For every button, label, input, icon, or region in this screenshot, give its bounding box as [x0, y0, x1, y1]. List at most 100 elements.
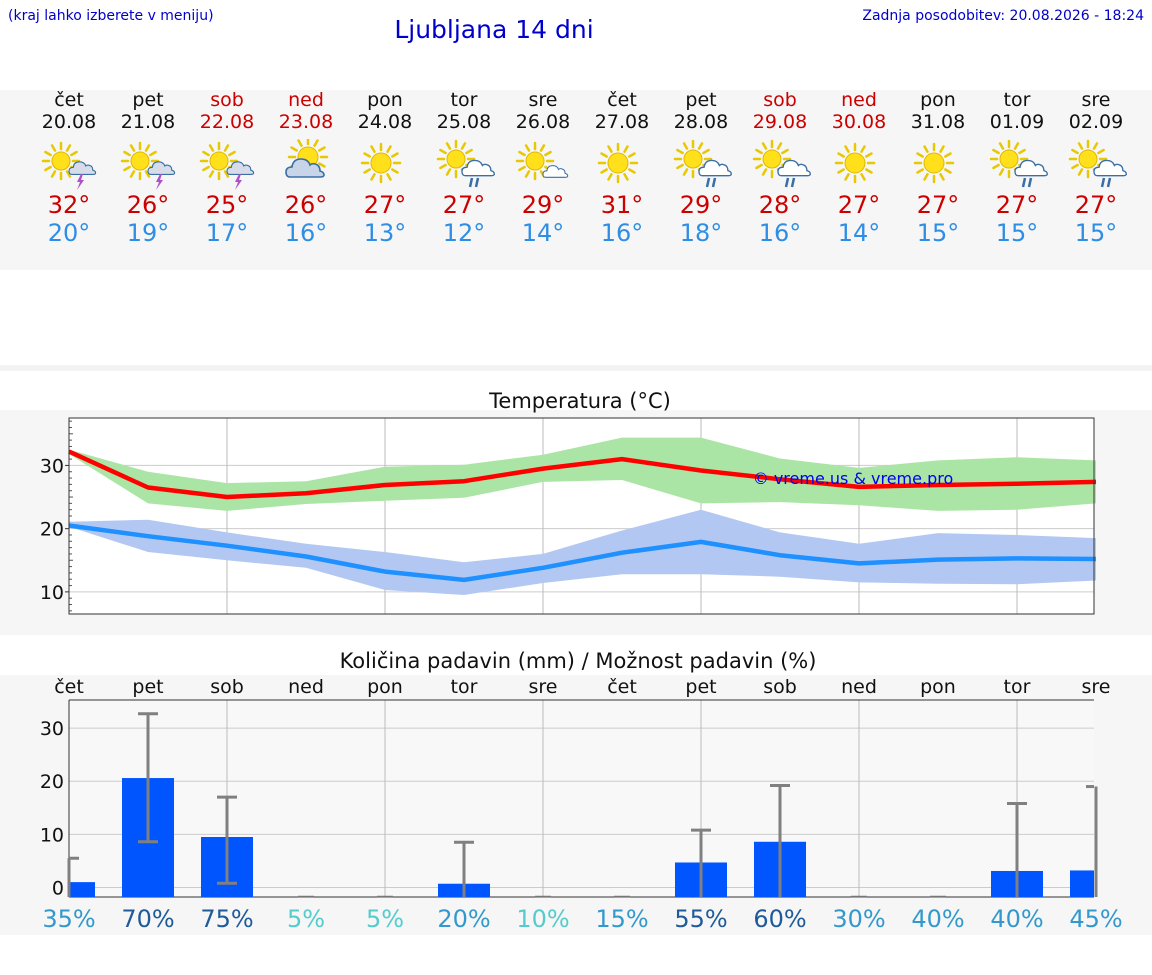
temp-max: 28°	[758, 191, 802, 219]
precip-probability-label: 35%	[42, 905, 95, 933]
temp-min: 20°	[47, 219, 91, 247]
temp-min: 15°	[1074, 219, 1118, 247]
day-name: sre	[1081, 89, 1111, 111]
day-name: tor	[1003, 89, 1031, 111]
precip-xtick-label: tor	[451, 676, 478, 698]
day-name: pon	[920, 89, 956, 111]
precip-xtick-label: pon	[920, 676, 956, 698]
day-column: čet 20.08 32° 20°	[29, 90, 109, 247]
sun-cloud-rain-icon	[673, 139, 732, 188]
temp-ytick-label: 10	[40, 582, 64, 604]
day-date: 28.08	[673, 111, 729, 133]
precip-probability-label: 30%	[832, 905, 885, 933]
precip-xtick-label: čet	[54, 676, 84, 698]
precip-probability-label: 40%	[990, 905, 1043, 933]
temp-min: 15°	[916, 219, 960, 247]
temp-max: 29°	[679, 191, 723, 219]
day-column: ned 30.08 27° 14°	[819, 89, 899, 248]
day-date: 21.08	[120, 111, 176, 133]
precip-xtick-label: pet	[132, 676, 163, 698]
day-column: sob 29.08 28° 16°	[740, 90, 820, 247]
precip-probability-label: 75%	[200, 905, 253, 933]
temp-max: 31°	[600, 191, 644, 219]
temp-max: 27°	[442, 191, 486, 219]
precip-ytick-label: 10	[40, 824, 64, 846]
day-date: 20.08	[41, 111, 97, 133]
temp-max: 27°	[916, 191, 960, 219]
day-date: 23.08	[278, 111, 334, 133]
precip-xtick-label: čet	[607, 676, 637, 698]
temp-min: 12°	[442, 219, 486, 247]
day-date: 22.08	[199, 111, 255, 133]
precip-bar	[69, 882, 95, 897]
precip-probability-label: 5%	[287, 905, 325, 933]
chart-watermark: © vreme.us & vreme.pro	[753, 469, 954, 488]
precipitation-chart-title: Količina padavin (mm) / Možnost padavin …	[340, 649, 817, 673]
precip-probability-label: 55%	[674, 905, 727, 933]
temp-max-line	[68, 449, 1097, 500]
temp-min: 19°	[126, 219, 170, 247]
precip-probability-label: 20%	[437, 905, 490, 933]
day-date: 02.09	[1068, 111, 1124, 133]
temp-max: 27°	[837, 191, 881, 219]
day-date: 30.08	[831, 111, 887, 133]
last-update: Zadnja posodobitev: 20.08.2026 - 18:24	[862, 8, 1144, 24]
precip-probability-label: 10%	[516, 905, 569, 933]
sun-cloud-rain-icon	[752, 139, 811, 188]
day-name: pon	[367, 89, 403, 111]
day-name: sre	[528, 89, 558, 111]
sun-cloud-lightning-icon	[120, 141, 176, 190]
day-column: sre 02.09 27° 15°	[1056, 90, 1136, 247]
day-date: 29.08	[752, 111, 808, 133]
temp-max: 26°	[284, 191, 328, 219]
precip-xtick-label: pet	[685, 676, 716, 698]
precip-probability-label: 5%	[366, 905, 404, 933]
day-date: 25.08	[436, 111, 492, 133]
precip-xtick-label: sob	[763, 676, 797, 698]
sun-icon	[913, 142, 955, 184]
precip-probability-label: 60%	[753, 905, 806, 933]
precip-xtick-label: tor	[1004, 676, 1031, 698]
precip-probability-label: 45%	[1069, 905, 1122, 933]
sun-icon	[597, 142, 639, 184]
precip-xtick-label: sre	[1082, 676, 1111, 698]
sun-behind-cloud-icon	[285, 139, 329, 178]
day-column: pon 31.08 27° 15°	[898, 89, 978, 248]
precip-xtick-label: sre	[529, 676, 558, 698]
section-divider	[0, 365, 1152, 371]
precip-probability-label: 70%	[121, 905, 174, 933]
temp-max: 32°	[47, 191, 91, 219]
temp-min: 18°	[679, 219, 723, 247]
day-name: pet	[685, 89, 717, 111]
sun-cloud-rain-icon	[1068, 139, 1127, 188]
sun-cloud-lightning-icon	[199, 141, 255, 190]
temp-min: 16°	[600, 219, 644, 247]
day-name: čet	[54, 89, 84, 111]
day-date: 26.08	[515, 111, 571, 133]
temp-min: 14°	[837, 219, 881, 247]
day-date: 27.08	[594, 111, 650, 133]
day-column: čet 27.08 31° 16°	[582, 90, 662, 248]
temperature-plot-frame	[68, 417, 1095, 615]
temp-min-line	[68, 523, 1097, 583]
daily-forecast-band	[0, 90, 1152, 270]
temp-max: 27°	[1074, 191, 1118, 219]
precip-xtick-label: ned	[841, 676, 877, 698]
day-column: pet 28.08 29° 18°	[661, 90, 741, 247]
temp-max: 25°	[205, 191, 249, 219]
day-column: sob 22.08 25° 17°	[187, 90, 267, 247]
temp-min: 16°	[758, 219, 802, 247]
day-column: ned 23.08 26° 16°	[266, 90, 346, 248]
precip-probability-label: 40%	[911, 905, 964, 933]
day-date: 24.08	[357, 111, 413, 133]
precip-probability-label: 15%	[595, 905, 648, 933]
location-hint: (kraj lahko izberete v meniju)	[8, 8, 214, 24]
day-column: pon 24.08 27° 13°	[345, 89, 425, 248]
day-date: 31.08	[910, 111, 966, 133]
temp-max: 29°	[521, 191, 565, 219]
temp-min: 17°	[205, 219, 249, 247]
sun-cloud-lightning-icon	[41, 141, 97, 190]
day-name: ned	[841, 89, 877, 111]
precip-bar	[1070, 870, 1094, 897]
